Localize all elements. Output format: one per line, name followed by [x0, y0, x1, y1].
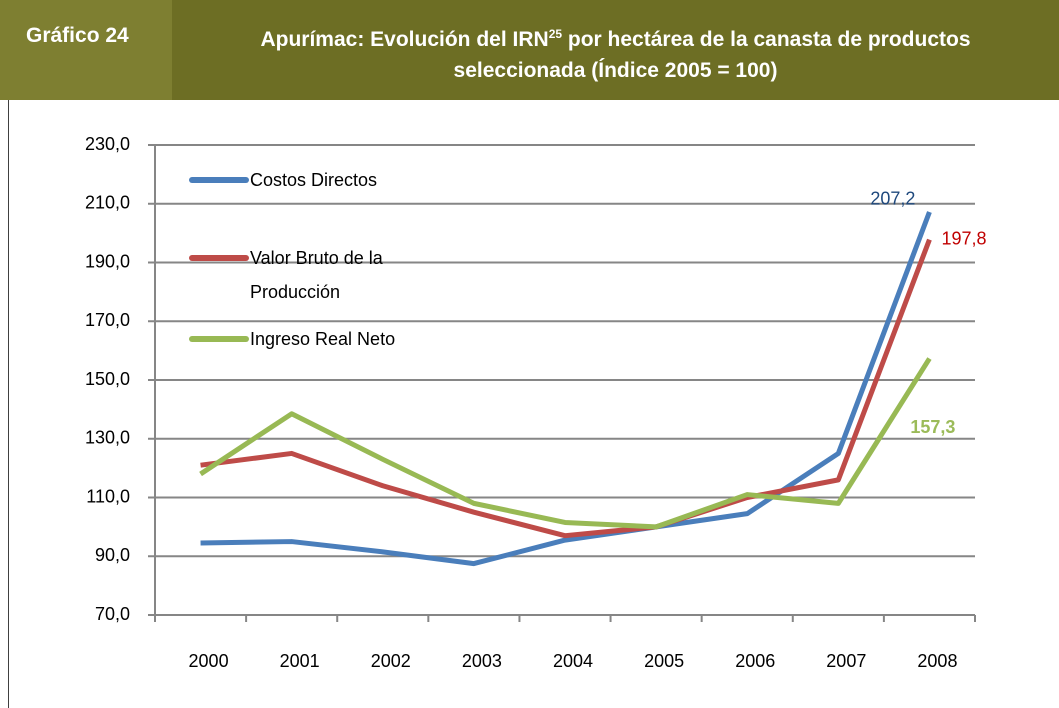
series-line [199, 357, 932, 530]
x-tick-label: 2004 [553, 651, 593, 671]
y-tick-label: 190,0 [85, 251, 130, 271]
chart-title: Apurímac: Evolución del IRN25 por hectár… [172, 0, 1059, 100]
title-text: por hectárea de la canasta de productos [562, 28, 971, 51]
data-label: 207,2 [870, 189, 915, 209]
x-tick-label: 2005 [644, 651, 684, 671]
y-tick-label: 110,0 [86, 486, 130, 506]
series-line [200, 211, 932, 567]
data-label: 157,3 [910, 417, 955, 437]
y-tick-label: 90,0 [95, 545, 130, 565]
y-tick-label: 70,0 [95, 604, 130, 624]
x-tick-label: 2003 [462, 651, 502, 671]
title-text: Apurímac: Evolución del IRN [260, 28, 549, 51]
y-tick-label: 130,0 [85, 428, 130, 448]
y-tick-label: 230,0 [85, 134, 130, 154]
x-tick-label: 2002 [371, 651, 411, 671]
y-tick-label: 150,0 [85, 369, 130, 389]
y-tick-label: 210,0 [85, 193, 130, 213]
legend-label: Ingreso Real Neto [250, 329, 396, 349]
data-label: 197,8 [941, 228, 986, 248]
legend-label: Costos Directos [250, 170, 378, 190]
x-tick-label: 2006 [735, 651, 775, 671]
y-tick-label: 170,0 [85, 310, 130, 330]
title-text: seleccionada (Índice 2005 = 100) [453, 59, 778, 82]
x-tick-label: 2008 [917, 651, 957, 671]
series-line [200, 238, 932, 539]
x-tick-label: 2001 [280, 651, 320, 671]
legend-label: Valor Bruto de la Producción [250, 248, 383, 302]
x-tick-label: 2000 [189, 651, 229, 671]
title-superscript: 25 [548, 27, 563, 41]
x-tick-label: 2007 [826, 651, 866, 671]
chart-number: Gráfico 24 [0, 0, 172, 100]
